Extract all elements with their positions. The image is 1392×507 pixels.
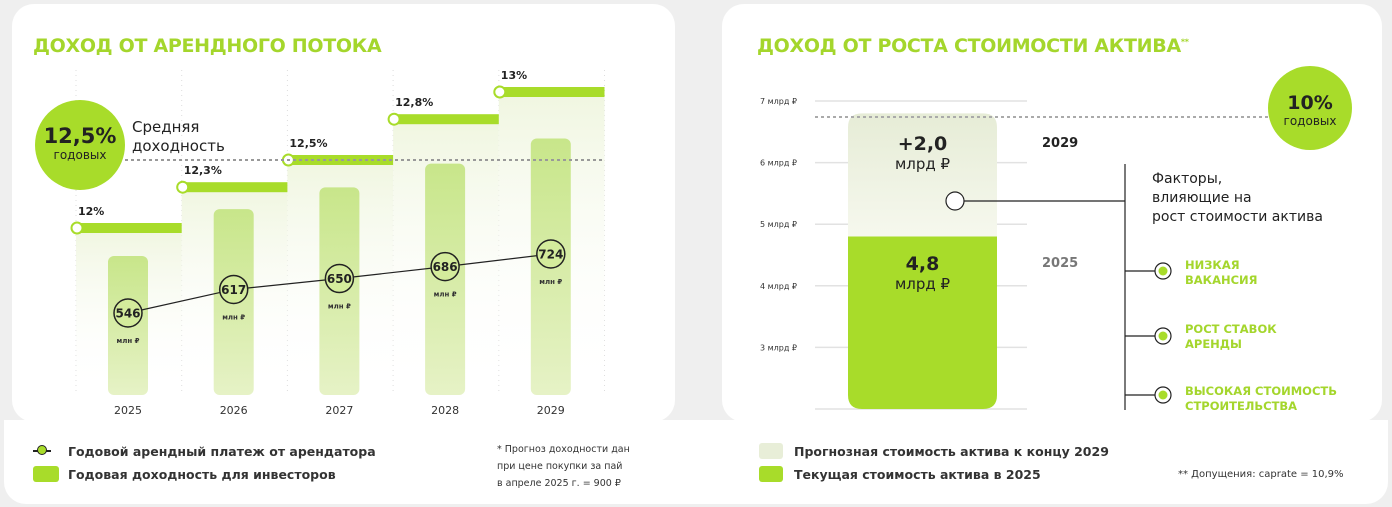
factor-item: НИЗКАЯ ВАКАНСИЯ [1185,258,1258,288]
yield-step-marker [493,85,507,99]
avg-label-line: Средняя [132,118,200,136]
left-title: ДОХОД ОТ АРЕНДНОГО ПОТОКА [33,35,382,57]
rent-point [113,298,143,328]
y-tick: 4 млрд ₽ [760,282,797,291]
current-value: 4,8 [905,253,940,275]
year-2025-label: 2025 [1042,256,1079,271]
footnote-line: при цене покупки за пай [497,461,623,472]
forecast-bar [848,113,997,237]
rent-point [430,251,460,282]
yield-step-marker [387,112,401,126]
legend-swatch-forecast [759,443,783,459]
right-title-text: ДОХОД ОТ РОСТА СТОИМОСТИ АКТИВА [757,35,1181,57]
year-tick: 2028 [431,404,459,417]
yield-step [498,87,605,97]
factor-marker-dot [1158,331,1168,341]
factor-line: ВАКАНСИЯ [1185,273,1258,287]
right-footnote: ** Допущения: caprate = 10,9% [1178,469,1344,480]
rent-value: 650 [327,272,352,286]
legend-current-value: Текущая стоимость актива в 2025 [794,467,1041,482]
legend-forecast-value: Прогнозная стоимость актива к концу 2029 [794,444,1109,459]
factor-line: АРЕНДЫ [1185,337,1242,351]
factors-title-line: влияющие на [1152,190,1252,206]
growth-unit: млрд ₽ [894,155,951,173]
rent-unit: млн ₽ [117,337,140,345]
yield-step [76,223,182,233]
footnote-line: * Прогноз доходности дан [497,444,630,455]
factor-marker-dot [1158,390,1168,400]
legend-investor-yield: Годовая доходность для инвесторов [68,467,336,482]
y-tick: 5 млрд ₽ [760,220,797,229]
year-tick: 2027 [325,404,353,417]
legend-rent-payment: Годовой арендный платеж от арендатора [68,444,376,459]
footnote-line: в апреле 2025 г. = 900 ₽ [497,478,621,489]
rent-point [218,274,249,305]
rent-unit: млн ₽ [434,291,457,299]
y-tick: 7 млрд ₽ [760,97,797,106]
legend-swatch-current [759,466,783,482]
current-label: 4,8 млрд ₽ [848,253,997,293]
current-bar [848,236,997,409]
right-title: ДОХОД ОТ РОСТА СТОИМОСТИ АКТИВА** [757,35,1189,57]
growth-value: +2,0 [897,133,948,155]
legend-line-marker-icon [33,445,51,457]
factors-title: Факторы, влияющие на рост стоимости акти… [1152,170,1323,227]
legend-swatch-yield [33,466,59,482]
yield-label: 12% [78,205,104,218]
factor-item: ВЫСОКАЯ СТОИМОСТЬ СТРОИТЕЛЬСТВА [1185,384,1337,414]
yield-step [287,155,394,165]
current-unit: млрд ₽ [894,275,951,293]
factor-line: ВЫСОКАЯ СТОИМОСТЬ [1185,384,1338,398]
factors-title-line: Факторы, [1152,171,1223,187]
right-card [722,4,1382,422]
rent-value: 686 [433,260,458,274]
growth-label: +2,0 млрд ₽ [848,133,997,173]
factors-title-line: рост стоимости актива [1152,209,1323,225]
yield-label: 12,5% [289,137,327,150]
year-tick: 2029 [537,404,565,417]
factor-line: НИЗКАЯ [1185,258,1240,272]
factor-marker-dot [1158,266,1168,276]
connector-marker [945,191,965,211]
avg-label-line: доходность [132,137,225,155]
rent-value: 724 [538,248,563,262]
y-tick: 6 млрд ₽ [760,159,797,168]
right-title-mark: ** [1180,37,1189,47]
yield-step [393,114,499,125]
yield-label: 12,8% [395,96,433,109]
yield-step-marker [176,180,190,194]
growth-rate-value: 10% [1287,92,1333,114]
factor-line: СТРОИТЕЛЬСТВА [1185,399,1298,413]
avg-yield-badge: 12,5% годовых [35,100,125,190]
year-tick: 2025 [114,404,142,417]
rent-point [536,239,566,269]
avg-yield-unit: годовых [53,148,107,162]
yield-label: 13% [501,69,527,82]
avg-yield-value: 12,5% [43,124,117,148]
yield-label: 12,3% [184,164,222,177]
factor-item: РОСТ СТАВОК АРЕНДЫ [1185,322,1277,352]
avg-yield-label: Средняя доходность [132,118,225,156]
year-2029-label: 2029 [1042,136,1079,151]
left-footnote: * Прогноз доходности дан при цене покупк… [497,441,630,492]
factor-line: РОСТ СТАВОК [1185,322,1277,336]
growth-rate-badge: 10% годовых [1268,66,1352,150]
rent-value: 617 [221,283,246,297]
legend-panel [4,420,1388,504]
rent-value: 546 [115,307,140,321]
growth-rate-unit: годовых [1283,114,1337,128]
rent-unit: млн ₽ [328,303,351,311]
yield-step [181,182,288,193]
rent-point [324,263,355,294]
yield-step-marker [70,221,84,235]
rent-unit: млн ₽ [222,313,245,321]
rent-unit: млн ₽ [539,278,562,286]
y-tick: 3 млрд ₽ [760,343,797,352]
year-tick: 2026 [220,404,248,417]
